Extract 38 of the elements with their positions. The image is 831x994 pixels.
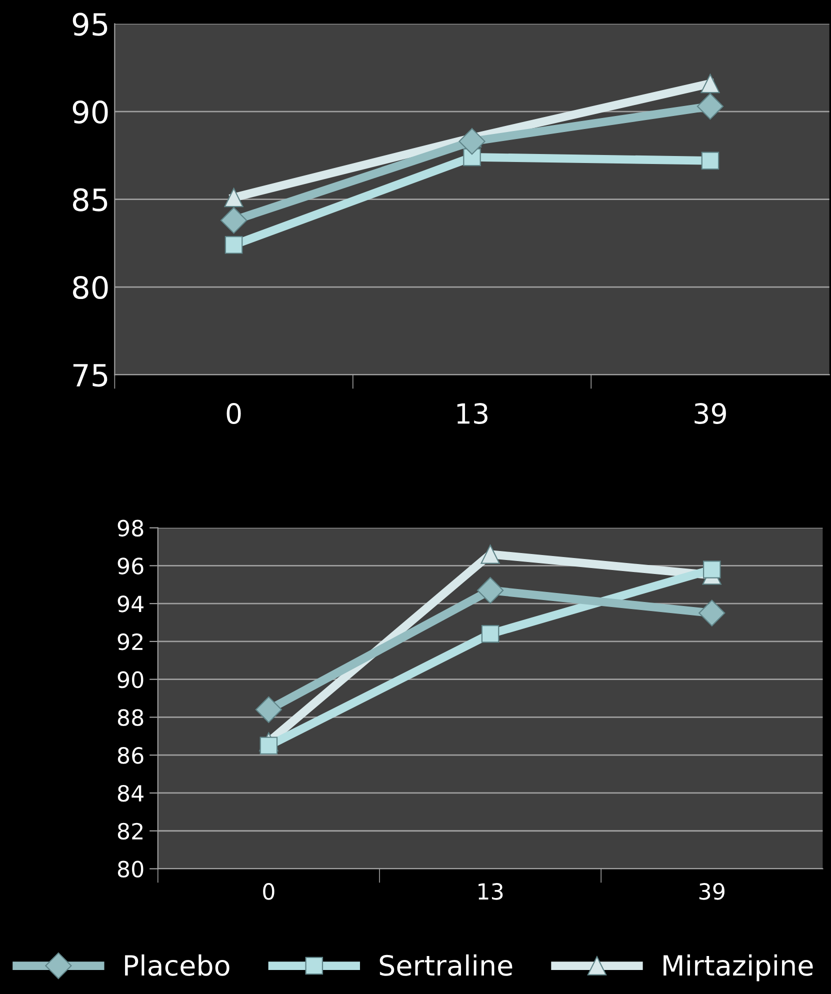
y-tick-label: 95 [72,12,108,36]
point [224,188,244,208]
x-tick-label: 13 [478,883,503,900]
x-tick-label: 13 [457,403,488,424]
y-tick-label: 85 [73,188,108,212]
y-tick-label: 92 [118,633,142,650]
point [255,696,282,723]
legend-label: Placebo [125,954,230,976]
legend-label: Sertraline [380,954,512,976]
point [260,736,278,755]
point [458,128,486,155]
y-tick-label: 96 [118,558,144,574]
y-tick-label: 80 [118,860,144,878]
y-tick-label: 88 [118,709,144,726]
point [703,560,721,578]
y-tick-label: 90 [118,671,144,688]
point [701,152,720,170]
x-tick-label: 0 [263,883,274,900]
x-tick-label: 39 [694,403,726,424]
y-tick-label: 82 [118,822,142,840]
y-tick-label: 98 [118,520,144,537]
point [224,236,243,254]
y-tick-label: 90 [72,100,108,124]
point [481,624,500,643]
x-tick-label: 0 [226,403,241,424]
point [476,576,504,604]
x-tick-label: 39 [699,883,724,900]
y-tick-label: 94 [118,596,144,612]
point [220,207,248,234]
point [696,92,724,120]
point [700,74,720,94]
y-tick-label: 84 [118,784,144,802]
point [480,544,500,564]
y-tick-label: 75 [73,364,108,387]
y-tick-label: 86 [118,747,144,764]
y-tick-label: 80 [73,276,108,300]
point [698,600,726,626]
legend-label: Mirtazipine [664,954,813,982]
